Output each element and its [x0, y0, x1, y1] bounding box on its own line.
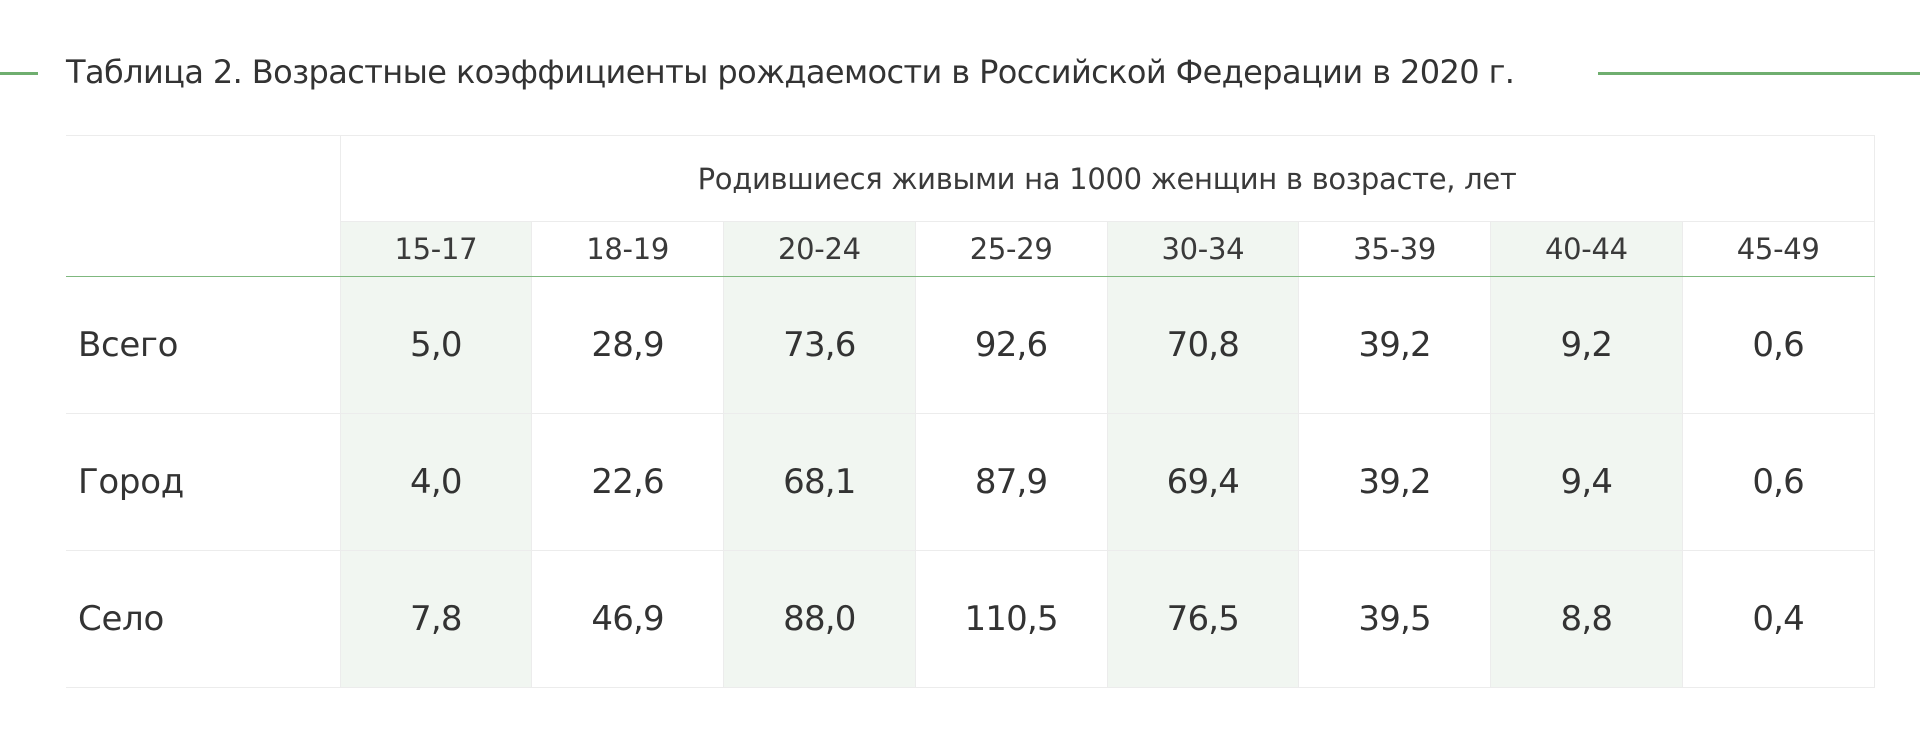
table-row-total: Всего 5,0 28,9 73,6 92,6 70,8 39,2 9,2 0… [66, 276, 1875, 414]
table-cell: 8,8 [1490, 550, 1683, 688]
row-label: Село [66, 550, 340, 688]
age-header-30-34: 30-34 [1106, 221, 1300, 277]
age-header-18-19: 18-19 [531, 221, 724, 277]
table-cell: 39,2 [1298, 276, 1491, 414]
title-decor-line-left [0, 72, 38, 75]
table-cell: 0,4 [1681, 550, 1875, 688]
table-cell: 46,9 [531, 550, 724, 688]
table-cell: 68,1 [723, 413, 916, 551]
table-cell: 87,9 [914, 413, 1108, 551]
table-cell: 88,0 [723, 550, 916, 688]
title-decor-line-right [1598, 72, 1920, 75]
table-cell: 39,2 [1298, 413, 1491, 551]
row-label: Город [66, 413, 340, 551]
table-cell: 92,6 [914, 276, 1108, 414]
table-cell: 0,6 [1681, 413, 1875, 551]
header-row-group: Родившиеся живыми на 1000 женщин в возра… [66, 135, 1875, 277]
table-cell: 4,0 [339, 413, 533, 551]
age-header-20-24: 20-24 [723, 221, 916, 277]
header-corner-cell [66, 135, 340, 277]
table-cell: 76,5 [1106, 550, 1300, 688]
table-cell: 39,5 [1298, 550, 1491, 688]
table-cell: 22,6 [531, 413, 724, 551]
table-cell: 28,9 [531, 276, 724, 414]
table-title: Таблица 2. Возрастные коэффициенты рожда… [66, 53, 1515, 91]
title-row: Таблица 2. Возрастные коэффициенты рожда… [0, 44, 1920, 104]
row-label: Всего [66, 276, 340, 414]
table-cell: 70,8 [1106, 276, 1300, 414]
table-cell: 7,8 [339, 550, 533, 688]
table-cell: 9,2 [1490, 276, 1683, 414]
table-cell: 69,4 [1106, 413, 1300, 551]
table-cell: 110,5 [914, 550, 1108, 688]
age-header-45-49: 45-49 [1681, 221, 1875, 277]
table-cell: 73,6 [723, 276, 916, 414]
age-header-35-39: 35-39 [1298, 221, 1491, 277]
age-header-15-17: 15-17 [339, 221, 533, 277]
table-cell: 0,6 [1681, 276, 1875, 414]
table-row-village: Село 7,8 46,9 88,0 110,5 76,5 39,5 8,8 0… [66, 550, 1875, 688]
age-header-40-44: 40-44 [1490, 221, 1683, 277]
table-cell: 9,4 [1490, 413, 1683, 551]
table-row-city: Город 4,0 22,6 68,1 87,9 69,4 39,2 9,4 0… [66, 413, 1875, 551]
age-header-25-29: 25-29 [914, 221, 1108, 277]
table-cell: 5,0 [339, 276, 533, 414]
header-row-ages: 15-17 18-19 20-24 25-29 30-34 35-39 40-4… [66, 221, 1875, 277]
group-header: Родившиеся живыми на 1000 женщин в возра… [339, 135, 1875, 222]
birth-rate-table: Родившиеся живыми на 1000 женщин в возра… [66, 135, 1875, 688]
